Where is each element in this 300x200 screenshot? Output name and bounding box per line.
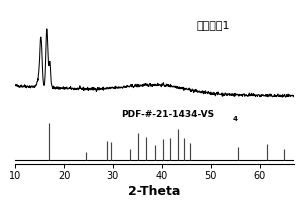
Text: 实施案例1: 实施案例1 (196, 20, 230, 30)
Text: PDF-#-21-1434-VS: PDF-#-21-1434-VS (121, 110, 214, 119)
X-axis label: 2-Theta: 2-Theta (128, 185, 181, 198)
Text: 4: 4 (232, 116, 237, 122)
